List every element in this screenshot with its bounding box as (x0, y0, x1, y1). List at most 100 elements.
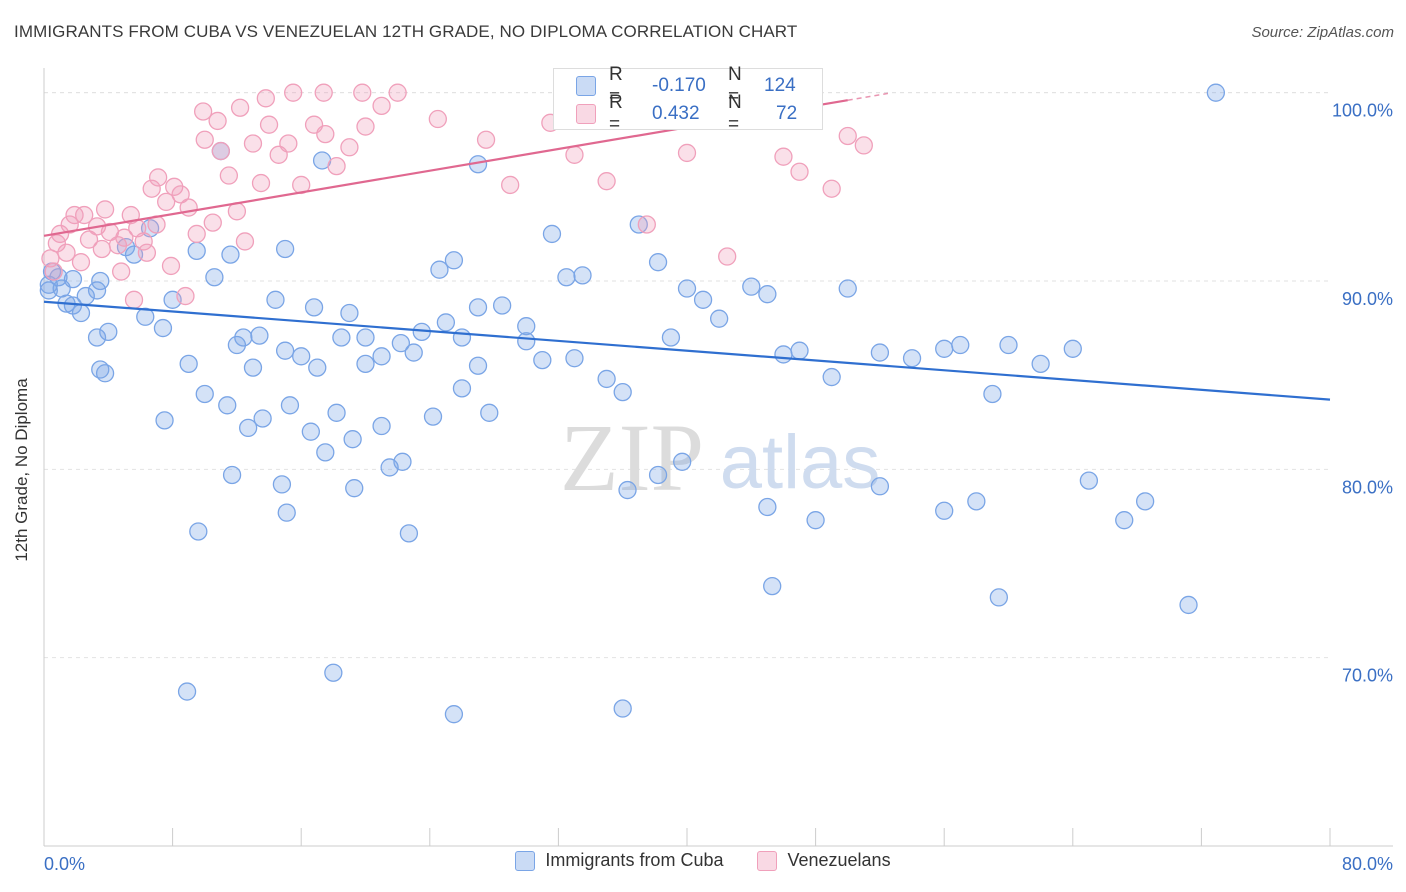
data-point (428, 109, 447, 129)
data-point (259, 115, 279, 134)
data-point (124, 290, 144, 309)
data-point (533, 350, 552, 370)
legend-item-venezuelans[interactable]: Venezuelans (757, 850, 891, 871)
data-point (279, 134, 298, 153)
data-point (275, 239, 295, 259)
stats-n-value: 72 (776, 103, 798, 124)
data-point (468, 298, 488, 317)
stats-r-value: -0.170 (652, 75, 706, 96)
data-point (211, 141, 230, 161)
trend-line-venezuelans-extension (847, 92, 889, 101)
tick-labels: 70.0% 80.0% 90.0% 100.0% 0.0% 80.0% (44, 101, 1393, 874)
data-point (65, 205, 84, 225)
data-point (39, 281, 58, 300)
data-point (565, 349, 584, 368)
data-point (501, 175, 520, 195)
data-point (353, 83, 372, 102)
data-point (774, 147, 793, 166)
data-point (372, 416, 391, 436)
stats-r-label: R = (609, 92, 623, 135)
data-point (838, 126, 857, 146)
data-point (1031, 354, 1050, 374)
data-point (870, 343, 890, 362)
data-point (1206, 83, 1226, 102)
data-point (967, 492, 986, 511)
data-point (637, 215, 656, 234)
data-point (597, 369, 616, 389)
data-point (661, 328, 681, 347)
data-point (142, 179, 161, 198)
y-tick-label: 90.0% (1342, 289, 1393, 309)
data-point (292, 347, 311, 366)
data-point (92, 239, 112, 259)
data-point (44, 262, 63, 281)
data-point (47, 234, 67, 253)
data-point (935, 501, 954, 520)
data-point (230, 98, 250, 117)
stats-swatch-venezuelans (576, 104, 596, 124)
data-point (327, 156, 346, 176)
x-tick-label: 0.0% (44, 854, 85, 874)
data-point (340, 303, 359, 323)
chart-title: IMMIGRANTS FROM CUBA VS VENEZUELAN 12TH … (14, 22, 798, 41)
data-point (275, 341, 295, 360)
data-point (75, 205, 94, 225)
data-point (332, 328, 351, 347)
data-point (648, 253, 668, 272)
data-point (60, 215, 79, 234)
stats-r-value: 0.432 (652, 103, 700, 124)
data-point (480, 403, 499, 422)
data-point (613, 699, 632, 718)
data-point (157, 192, 176, 212)
data-point (134, 232, 153, 251)
data-point (476, 130, 496, 149)
legend-item-cuba[interactable]: Immigrants from Cuba (515, 850, 723, 871)
data-point (423, 407, 443, 426)
data-point (452, 379, 472, 398)
data-point (1063, 339, 1082, 358)
data-point (136, 307, 155, 326)
data-point (63, 269, 83, 289)
data-point (356, 354, 375, 374)
data-point (284, 83, 303, 102)
data-point (838, 279, 857, 298)
data-point (677, 279, 697, 298)
data-point (189, 522, 208, 541)
data-point (393, 452, 412, 471)
data-point (219, 166, 239, 185)
data-point (372, 96, 391, 115)
data-point (99, 322, 118, 342)
data-point (316, 124, 335, 144)
data-point (758, 285, 777, 304)
data-point (95, 200, 115, 219)
watermark: ZIP atlas (560, 404, 880, 511)
data-point (324, 663, 343, 682)
data-point (71, 253, 91, 272)
data-point (790, 162, 809, 181)
x-tick-label: 80.0% (1342, 854, 1393, 874)
data-point (79, 230, 99, 249)
data-point (239, 418, 258, 438)
data-point (1115, 511, 1134, 530)
data-point (177, 682, 197, 701)
data-point (49, 268, 68, 287)
data-point (308, 358, 327, 377)
data-point (1079, 471, 1099, 490)
data-point (742, 277, 761, 296)
legend-label-cuba: Immigrants from Cuba (545, 850, 724, 870)
data-point (565, 145, 584, 164)
legend-label-venezuelans: Venezuelans (787, 850, 891, 870)
y-tick-label: 70.0% (1342, 666, 1393, 686)
data-point (208, 111, 227, 131)
data-point (983, 384, 1002, 404)
data-point (372, 347, 391, 366)
data-point (854, 136, 873, 155)
data-point (280, 396, 300, 415)
data-point (806, 511, 825, 530)
data-point (327, 403, 346, 422)
data-point (165, 177, 184, 196)
data-point (774, 345, 793, 364)
data-point (452, 328, 472, 347)
data-point (87, 328, 107, 347)
data-point (57, 243, 76, 262)
